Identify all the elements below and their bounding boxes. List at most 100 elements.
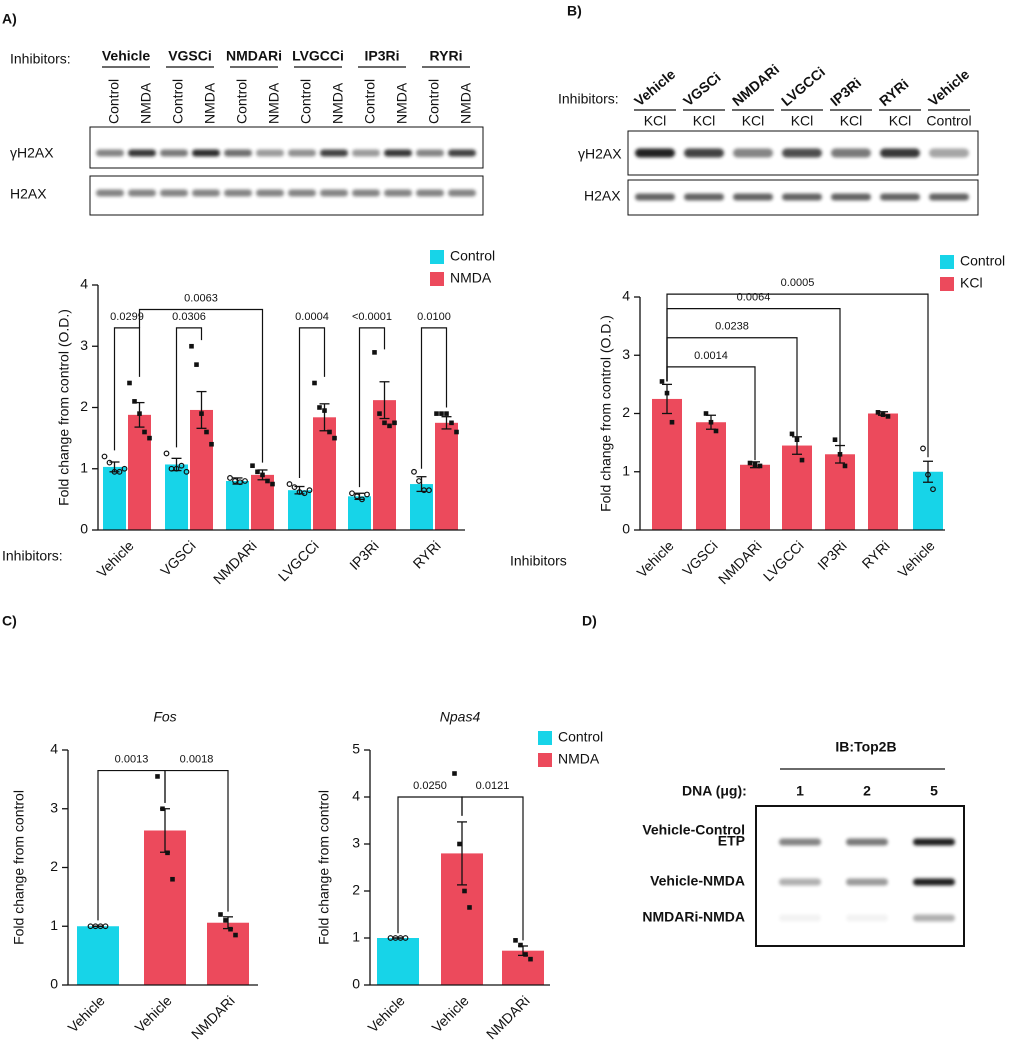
data-point bbox=[372, 350, 377, 355]
data-point bbox=[359, 496, 365, 503]
data-point bbox=[233, 932, 238, 938]
x-tick-label: RYRi bbox=[859, 537, 893, 571]
legend-label: KCl bbox=[960, 275, 983, 291]
x-tick-label: VGSCi bbox=[679, 537, 721, 579]
p-value: 0.0250 bbox=[413, 780, 447, 792]
inhibitors-label: Inhibitors: bbox=[10, 51, 71, 67]
y-tick-label: 3 bbox=[50, 799, 58, 815]
blot-band bbox=[684, 148, 724, 158]
row-label: γH2AX bbox=[578, 146, 622, 162]
x-tick-label: RYRi bbox=[410, 537, 444, 571]
antibody-label: IB:Top2B bbox=[835, 739, 896, 755]
blot-box bbox=[627, 179, 979, 216]
data-point bbox=[454, 429, 459, 435]
lane-label: KCl bbox=[742, 113, 765, 129]
blot-band bbox=[782, 148, 822, 158]
x-axis-prefix: Inhibitors: bbox=[2, 548, 63, 564]
group-label: RYRi bbox=[430, 48, 463, 64]
significance-bracket bbox=[138, 308, 264, 463]
x-tick-label: NMDARi bbox=[483, 992, 533, 1042]
bar bbox=[103, 466, 126, 530]
y-axis-label: Fold change from control (O.D.) bbox=[56, 309, 72, 506]
data-point bbox=[312, 380, 317, 386]
data-point bbox=[170, 876, 175, 882]
lane-label: Control bbox=[926, 113, 971, 129]
group-label: RYRi bbox=[876, 76, 912, 109]
data-point bbox=[354, 493, 360, 500]
row-label: H2AX bbox=[584, 188, 621, 204]
lane-label: Control bbox=[170, 79, 186, 124]
data-point bbox=[265, 478, 270, 484]
bar bbox=[740, 464, 770, 530]
bar bbox=[410, 484, 433, 530]
data-point bbox=[291, 484, 298, 491]
data-point bbox=[377, 411, 382, 416]
bar bbox=[377, 938, 419, 985]
blot-band bbox=[256, 149, 284, 157]
data-point bbox=[518, 942, 523, 948]
data-point bbox=[209, 441, 214, 447]
row-label: Vehicle-Control bbox=[642, 822, 745, 838]
lane-label: NMDA bbox=[394, 82, 410, 124]
legend-swatch bbox=[430, 250, 444, 264]
dna-label: DNA (μg): bbox=[682, 783, 747, 799]
data-point bbox=[434, 411, 439, 416]
data-point bbox=[669, 419, 675, 425]
panel-letter: B) bbox=[567, 3, 582, 19]
bar bbox=[373, 400, 396, 530]
blot-band bbox=[733, 148, 773, 158]
bar bbox=[652, 398, 682, 530]
data-point bbox=[183, 468, 190, 475]
data-point bbox=[232, 478, 238, 484]
blot-band bbox=[192, 189, 220, 197]
data-point bbox=[173, 465, 180, 472]
group-label: Vehicle bbox=[102, 48, 150, 64]
blot-band bbox=[635, 193, 675, 201]
blot-box bbox=[89, 126, 484, 169]
data-point bbox=[147, 435, 152, 441]
data-point bbox=[160, 806, 165, 812]
p-value: 0.0005 bbox=[781, 277, 815, 289]
p-value: 0.0013 bbox=[115, 753, 149, 765]
x-tick-label: LVGCCi bbox=[275, 537, 322, 584]
blot-band bbox=[384, 189, 412, 197]
blot-band bbox=[779, 878, 821, 886]
row-label: H2AX bbox=[10, 186, 47, 202]
data-point bbox=[178, 462, 185, 469]
legend-label: Control bbox=[558, 729, 603, 745]
lane-label: KCl bbox=[840, 113, 863, 129]
group-label: NMDARi bbox=[729, 61, 782, 109]
legend-swatch bbox=[538, 753, 552, 767]
bar bbox=[190, 409, 213, 530]
x-tick-label: LVGCCi bbox=[760, 537, 807, 584]
bar bbox=[868, 413, 898, 530]
data-point bbox=[875, 410, 881, 415]
x-axis-prefix: Inhibitors bbox=[510, 553, 567, 569]
blot-band bbox=[913, 878, 955, 886]
blot-band bbox=[224, 189, 252, 197]
legend-swatch bbox=[940, 255, 954, 269]
bar bbox=[77, 926, 119, 985]
inhibitors-label: Inhibitors: bbox=[558, 91, 619, 107]
group-label: NMDARi bbox=[226, 48, 282, 64]
blot-box bbox=[627, 130, 979, 176]
x-tick-label: IP3Ri bbox=[346, 537, 382, 573]
data-point bbox=[101, 453, 108, 460]
lane-label: NMDA bbox=[138, 82, 154, 124]
p-value: 0.0064 bbox=[737, 292, 771, 304]
data-point bbox=[426, 487, 432, 494]
data-point bbox=[306, 487, 313, 494]
y-tick-label: 0 bbox=[80, 521, 88, 537]
data-point bbox=[794, 437, 800, 443]
lane-label: Control bbox=[426, 79, 442, 124]
blot-band bbox=[224, 149, 252, 157]
blot-band bbox=[846, 878, 888, 886]
data-point bbox=[296, 489, 303, 495]
lane-label: Control bbox=[362, 79, 378, 124]
y-tick-label: 3 bbox=[80, 337, 88, 353]
p-value: 0.0018 bbox=[180, 753, 214, 765]
dna-amount: 2 bbox=[863, 783, 871, 799]
y-tick-label: 3 bbox=[352, 835, 360, 851]
x-tick-label: Vehicle bbox=[364, 992, 407, 1035]
significance-bracket bbox=[358, 327, 386, 488]
